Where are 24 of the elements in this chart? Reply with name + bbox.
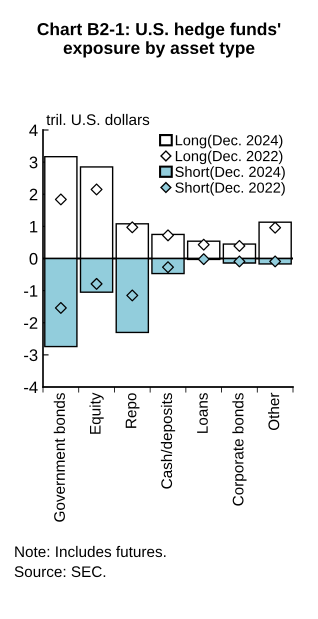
y-tick-label: 0 bbox=[30, 252, 38, 265]
x-tick-label: Government bonds bbox=[54, 393, 65, 522]
y-tick-label: -1 bbox=[24, 285, 38, 297]
legend-label: Long(Dec. 2022) bbox=[176, 150, 282, 164]
x-tick-label: Equity bbox=[89, 392, 104, 434]
text: Note: Includes futures. bbox=[15, 546, 166, 558]
y-tick-label: -4 bbox=[24, 382, 38, 394]
y-axis-title: tril. U.S. dollars bbox=[46, 114, 150, 126]
y-tick-label: -2 bbox=[24, 317, 38, 329]
x-tick-label: Repo bbox=[126, 393, 140, 428]
source-note: Source: SEC. bbox=[14, 566, 106, 578]
y-tick-label: 2 bbox=[30, 188, 38, 200]
x-tick-label: Loans bbox=[197, 393, 208, 433]
y-tick-label: -3 bbox=[24, 349, 38, 362]
y-tick-label: 1 bbox=[30, 220, 38, 232]
y-tick-label: 4 bbox=[29, 124, 38, 136]
chart-title: Chart B2-1: U.S. hedge funds' exposure by asset type bbox=[38, 22, 280, 58]
legend-label: Long(Dec. 2024) bbox=[176, 134, 282, 148]
y-tick-label: 3 bbox=[30, 156, 38, 168]
x-tick-label: Corporate bonds bbox=[232, 393, 247, 506]
legend-label: Short(Dec. 2024) bbox=[175, 166, 285, 180]
legend-label: Short(Dec. 2022) bbox=[175, 182, 285, 196]
x-tick-label: Cash/deposits bbox=[160, 393, 176, 489]
x-tick-label: Other bbox=[268, 392, 280, 430]
